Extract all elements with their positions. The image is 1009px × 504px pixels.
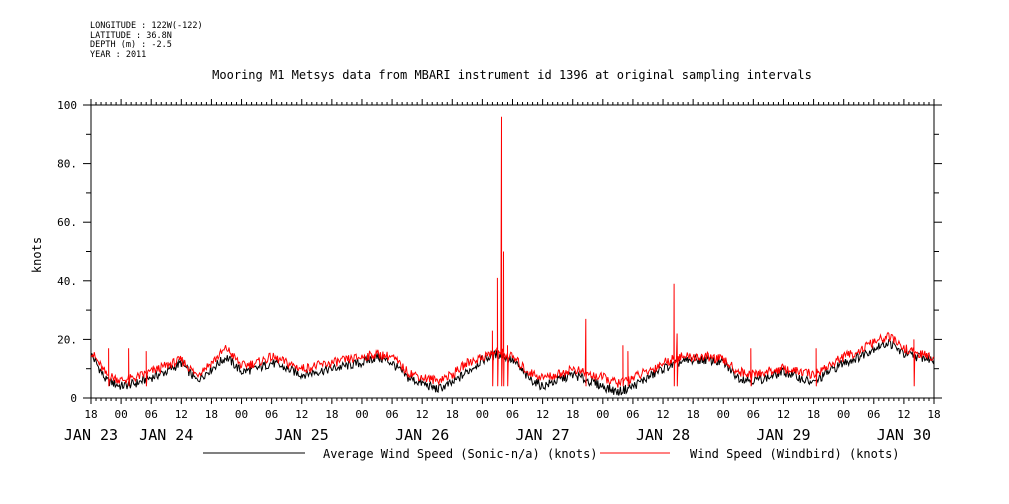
x-tick-label: 06 <box>506 408 519 421</box>
y-axis-label: knots <box>30 237 44 273</box>
x-day-label: JAN 27 <box>516 426 570 444</box>
x-tick-label: 00 <box>717 408 730 421</box>
x-tick-label: 06 <box>265 408 278 421</box>
x-tick-label: 06 <box>747 408 760 421</box>
series-line <box>90 338 935 396</box>
x-tick-label: 18 <box>566 408 579 421</box>
x-tick-label: 18 <box>687 408 700 421</box>
legend-label: Wind Speed (Windbird) (knots) <box>690 447 900 461</box>
x-tick-labels: 18 00 06 12 18 00 06 12 18 00 06 12 18 00 06 12 18 00 06 12… <box>84 408 940 421</box>
y-tick-label: 60. <box>57 216 77 229</box>
x-day-label: JAN 26 <box>395 426 449 444</box>
x-tick-label: 00 <box>476 408 489 421</box>
x-tick-label: 18 <box>807 408 820 421</box>
x-tick-label: 00 <box>355 408 368 421</box>
legend: Average Wind Speed (Sonic-n/a) (knots) Wi… <box>203 447 900 461</box>
plot-frame <box>90 104 935 399</box>
y-tick-label: 40. <box>57 275 77 288</box>
x-day-label: JAN 23 <box>64 426 118 444</box>
x-tick-label: 00 <box>837 408 850 421</box>
series-line <box>90 116 935 388</box>
y-tick-label: 100 <box>57 99 77 112</box>
chart-title: Mooring M1 Metsys data from MBARI instru… <box>212 68 812 82</box>
x-tick-label: 06 <box>867 408 880 421</box>
legend-label: Average Wind Speed (Sonic-n/a) (knots) <box>323 447 598 461</box>
x-tick-label: 06 <box>626 408 639 421</box>
x-tick-label: 12 <box>295 408 308 421</box>
x-day-label: JAN 25 <box>275 426 329 444</box>
x-tick-label: 18 <box>84 408 97 421</box>
x-tick-label: 06 <box>385 408 398 421</box>
x-tick-label: 18 <box>927 408 940 421</box>
latitude-text: LATITUDE : 36.8N <box>90 30 172 41</box>
x-day-label: JAN 29 <box>756 426 810 444</box>
x-tick-label: 00 <box>114 408 127 421</box>
x-day-label: JAN 30 <box>877 426 931 444</box>
data-series <box>90 116 935 396</box>
mooring-metadata: LONGITUDE : 122W(-122) LATITUDE : 36.8N … <box>90 21 203 60</box>
x-tick-label: 12 <box>536 408 549 421</box>
x-tick-label: 12 <box>175 408 188 421</box>
x-tick-label: 00 <box>235 408 248 421</box>
x-tick-label: 12 <box>897 408 910 421</box>
x-tick-label: 12 <box>656 408 669 421</box>
y-tick-label: 20. <box>57 333 77 346</box>
x-tick-label: 18 <box>205 408 218 421</box>
longitude-text: LONGITUDE : 122W(-122) <box>90 21 203 31</box>
x-tick-label: 18 <box>446 408 459 421</box>
y-tick-label: 80. <box>57 158 77 171</box>
y-tick-label: 0 <box>70 392 77 405</box>
x-tick-label: 00 <box>596 408 609 421</box>
year-text: YEAR : 2011 <box>90 49 147 60</box>
y-tick-labels: 0 20. 40. 60. 80. 100 <box>57 99 77 405</box>
x-tick-label: 06 <box>145 408 158 421</box>
x-tick-label: 18 <box>325 408 338 421</box>
x-day-labels: JAN 23 JAN 24 JAN 25 JAN 26 JAN 27 JAN 28 JAN … <box>64 426 931 444</box>
x-day-label: JAN 24 <box>139 426 193 444</box>
depth-text: DEPTH (m) : -2.5 <box>90 40 172 50</box>
x-tick-label: 12 <box>777 408 790 421</box>
x-tick-label: 12 <box>416 408 429 421</box>
axis-ticks <box>83 99 942 404</box>
x-day-label: JAN 28 <box>636 426 690 444</box>
